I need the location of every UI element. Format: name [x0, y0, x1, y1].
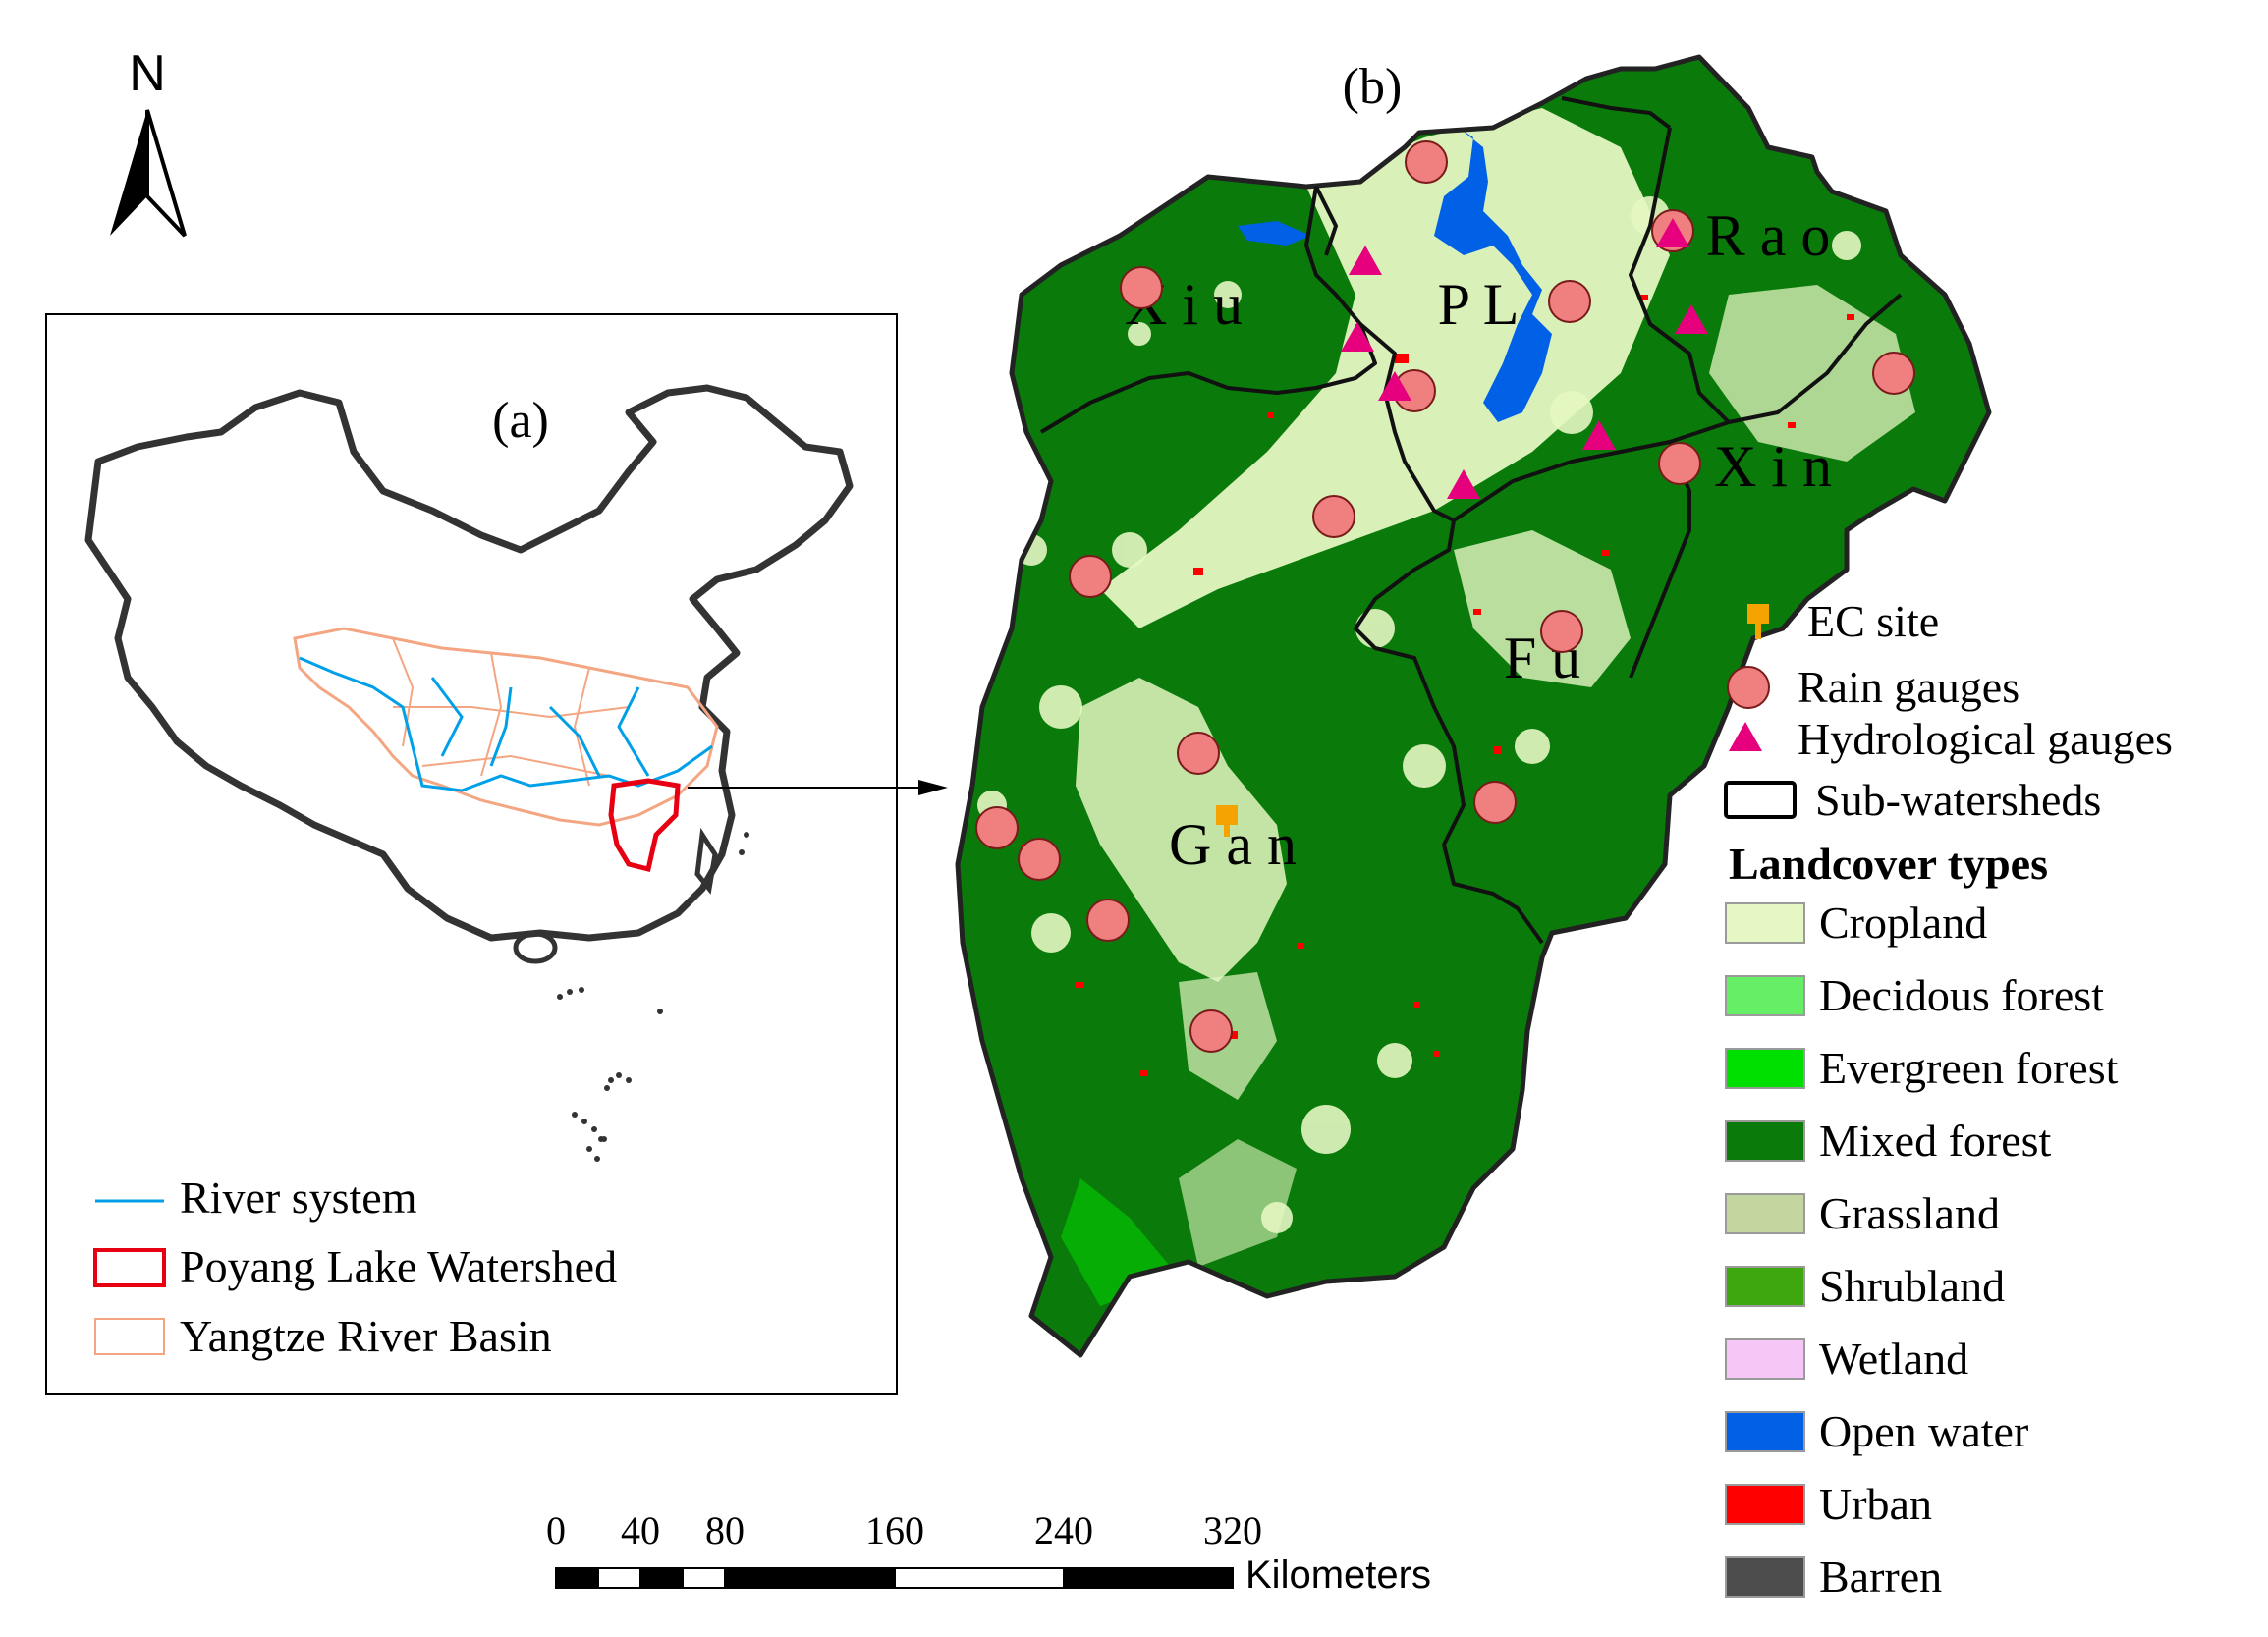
rain-gauge: [975, 806, 1019, 849]
china-outline: [84, 384, 854, 942]
north-arrow-right-half: [145, 109, 187, 238]
yangtze-subbasins: [392, 637, 630, 787]
label-pl: P L: [1438, 272, 1520, 337]
swatch-evergreen-forest: [1725, 1048, 1805, 1089]
taiwan-island: [694, 827, 718, 895]
south-china-sea-islands: [557, 832, 749, 1162]
label-barren: Barren: [1819, 1552, 1942, 1602]
label-evergreen-forest: Evergreen forest: [1819, 1043, 2119, 1093]
label-mixed-forest: Mixed forest: [1819, 1116, 2052, 1166]
label-urban: Urban: [1819, 1479, 1932, 1529]
inset-legend: River system Poyang Lake Watershed Yangt…: [93, 1173, 617, 1361]
north-arrow-left-half: [110, 110, 147, 236]
north-arrow: N: [110, 45, 187, 238]
rain-gauge: [1120, 266, 1163, 309]
rain-gauge: [1540, 610, 1583, 653]
swatch-barren: [1725, 1556, 1805, 1598]
basin-outline: [955, 54, 1992, 1358]
label-open-water: Open water: [1819, 1406, 2028, 1456]
swatch-deciduous-forest: [1725, 975, 1805, 1016]
scale-tick-160: 160: [865, 1508, 924, 1553]
label-xin: X i n: [1714, 434, 1832, 499]
swatch-open-water: [1725, 1411, 1805, 1452]
map-legend: EC site Rain gauges Hydrological gauges …: [1724, 596, 2173, 1602]
legend-poyang-symbol: [93, 1248, 166, 1287]
scale-bar-unit: Kilometers: [1245, 1554, 1431, 1597]
scale-tick-40: 40: [621, 1508, 660, 1553]
rain-gauge: [1405, 140, 1448, 184]
hydrological-gauge: [1582, 420, 1616, 450]
scale-tick-240: 240: [1034, 1508, 1093, 1553]
label-rao: R a o: [1706, 203, 1831, 268]
swatch-shrubland: [1725, 1266, 1805, 1307]
ec-site-marker: [1216, 805, 1238, 837]
legend-rain-gauges: Rain gauges: [1727, 662, 2019, 712]
rain-gauge: [1189, 1009, 1233, 1053]
rain-gauge: [1018, 838, 1061, 881]
swatch-wetland: [1725, 1338, 1805, 1380]
legend-ec-site: EC site: [1747, 596, 1939, 646]
inset-panel-label: (a): [492, 393, 549, 449]
landcover-title: Landcover types: [1729, 839, 2048, 889]
rain-gauge: [1658, 442, 1701, 485]
scale-tick-80: 80: [705, 1508, 745, 1553]
scale-bar-ticks: 0 40 80 160 240 320: [546, 1508, 1262, 1553]
rain-gauge: [1069, 555, 1112, 598]
hydrological-gauge: [1447, 469, 1480, 499]
landcover-legend-items: Cropland Decidous forest Evergreen fores…: [1725, 898, 2119, 1602]
rain-gauge: [1872, 352, 1915, 395]
main-map: (b): [955, 54, 1992, 1358]
river-system: [299, 656, 713, 792]
legend-ec-site-label: EC site: [1807, 596, 1939, 646]
legend-river-label: River system: [180, 1173, 417, 1223]
scale-tick-320: 320: [1203, 1508, 1262, 1553]
hainan-island: [513, 931, 558, 964]
scale-tick-0: 0: [546, 1508, 566, 1553]
hydrological-gauge: [1656, 218, 1689, 247]
swatch-grassland: [1725, 1193, 1805, 1234]
rain-gauge: [1177, 732, 1220, 775]
hydrological-gauge: [1675, 304, 1708, 334]
rain-gauge: [1473, 781, 1517, 824]
rain-gauge: [1548, 280, 1591, 323]
label-cropland: Cropland: [1819, 898, 1987, 948]
circle-icon: [1727, 666, 1770, 709]
main-panel-label: (b): [1343, 59, 1403, 115]
legend-yangtze-symbol: [94, 1318, 165, 1355]
rain-gauge: [1086, 899, 1130, 942]
inset-panel: (a) River system Poyang Lake Wa: [45, 313, 948, 1395]
legend-hydro-label: Hydrological gauges: [1798, 714, 2173, 764]
hydrological-gauges: [1341, 218, 1708, 499]
north-arrow-label: N: [129, 45, 166, 102]
rain-gauge: [1312, 495, 1355, 538]
hydrological-gauge: [1349, 246, 1382, 275]
legend-hydrological-gauges: Hydrological gauges: [1729, 714, 2173, 764]
label-wetland: Wetland: [1819, 1334, 1968, 1384]
legend-subwatersheds-label: Sub-watersheds: [1815, 775, 2101, 825]
legend-subwatersheds: Sub-watersheds: [1724, 775, 2101, 825]
swatch-urban: [1725, 1484, 1805, 1525]
hydrological-gauge: [1341, 322, 1374, 352]
pushpin-icon: [1747, 604, 1769, 639]
label-grassland: Grassland: [1819, 1188, 2000, 1238]
triangle-icon: [1729, 722, 1762, 751]
legend-poyang-label: Poyang Lake Watershed: [180, 1241, 617, 1291]
scale-bar: 0 40 80 160 240 320 Kilometers: [546, 1508, 1431, 1597]
swatch-cropland: [1725, 902, 1805, 944]
scale-bar-segments: [555, 1567, 1234, 1589]
legend-yangtze-label: Yangtze River Basin: [180, 1311, 552, 1361]
poyang-lake-water: [1434, 128, 1552, 422]
label-shrubland: Shrubland: [1819, 1261, 2005, 1311]
outline-box-icon: [1724, 781, 1797, 819]
poyang-watershed-outline: [608, 778, 681, 873]
hydrological-gauge: [1378, 371, 1411, 401]
inset-pointer-arrowhead: [918, 780, 948, 795]
label-deciduous-forest: Decidous forest: [1819, 970, 2104, 1020]
swatch-mixed-forest: [1725, 1120, 1805, 1162]
inset-frame: [45, 313, 898, 1395]
legend-rain-gauges-label: Rain gauges: [1798, 662, 2019, 712]
